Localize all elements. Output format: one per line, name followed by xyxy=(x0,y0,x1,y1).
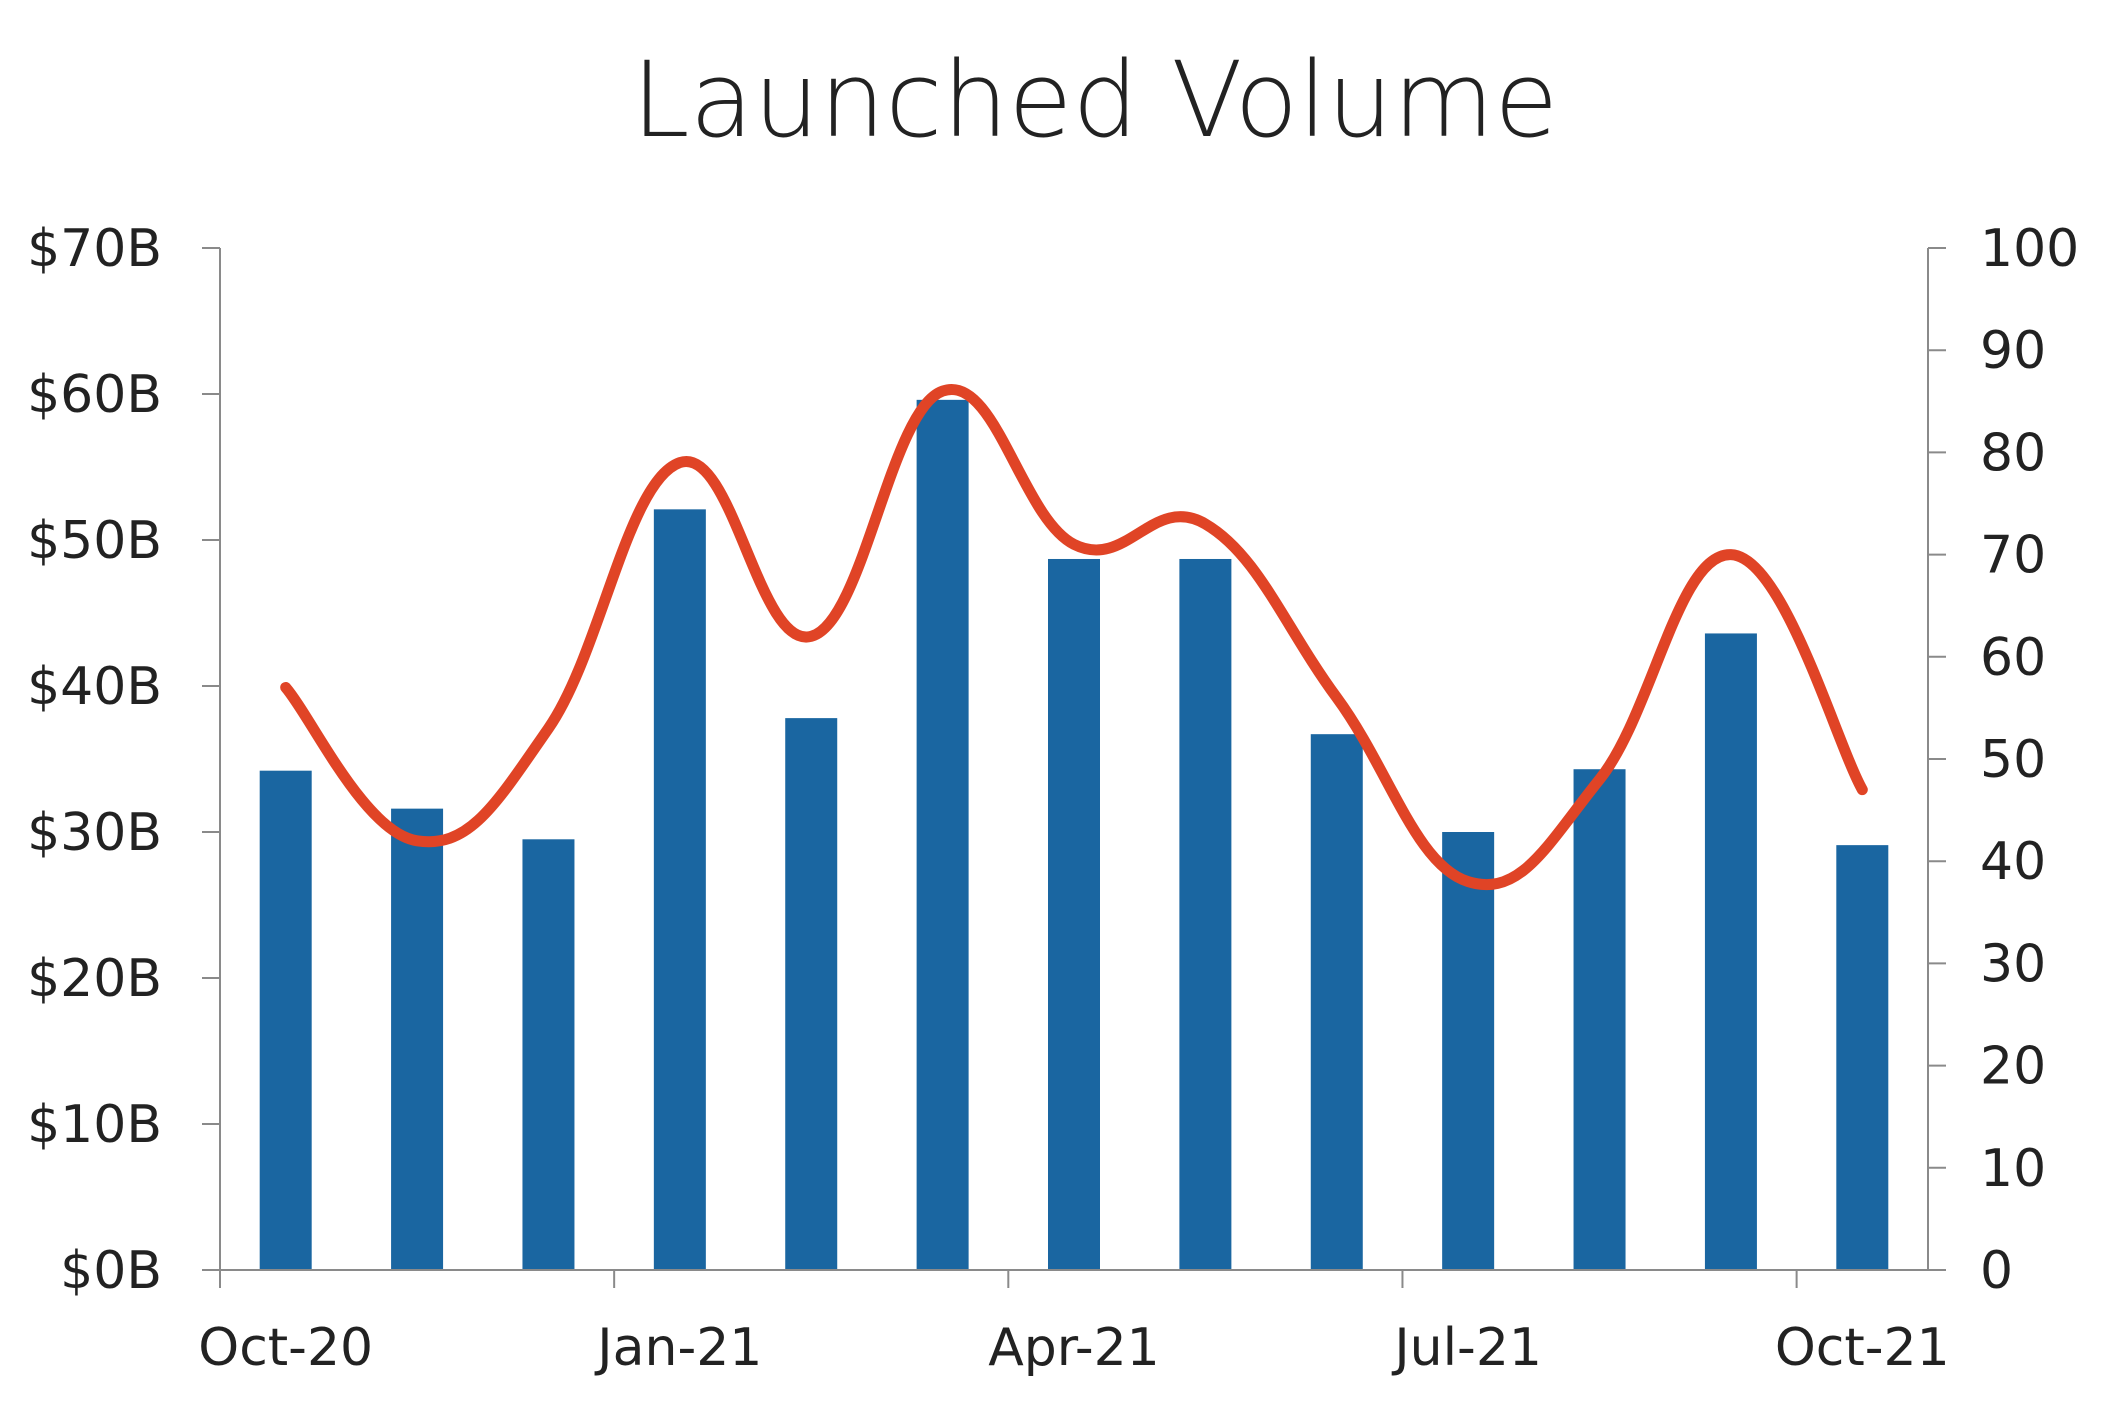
y-right-tick-label: 60 xyxy=(1980,628,2046,688)
bar-Jul-21 xyxy=(1442,832,1495,1270)
x-tick-label: Jul-21 xyxy=(1391,1318,1542,1378)
y-right-tick-label: 0 xyxy=(1980,1241,2013,1301)
y-left-tick-label: $50B xyxy=(27,511,162,571)
chart-title: Launched Volume xyxy=(632,39,1558,161)
y-right-tick-label: 10 xyxy=(1980,1139,2046,1199)
y-right-tick-label: 70 xyxy=(1980,526,2046,586)
y-right-tick-label: 100 xyxy=(1980,219,2079,279)
x-tick-label: Oct-20 xyxy=(198,1318,373,1378)
labels-layer: $0B $10B $20B $30B $40B $50B $60B $70B 0 10 20 30 40… xyxy=(27,219,2079,1378)
bar-Feb-21 xyxy=(785,718,838,1270)
y-left-tick-label: $60B xyxy=(27,365,162,425)
bar-Jun-21 xyxy=(1310,734,1363,1270)
y-right-tick-label: 20 xyxy=(1980,1037,2046,1097)
bar-Oct-21 xyxy=(1836,845,1889,1270)
y-left-tick-label: $70B xyxy=(27,219,162,279)
y-left-tick-label: $40B xyxy=(27,657,162,717)
y-left-tick-label: $20B xyxy=(27,949,162,1009)
bar-Oct-20 xyxy=(259,770,312,1270)
y-left-tick-label: $10B xyxy=(27,1095,162,1155)
axes-layer xyxy=(202,247,1946,1288)
bar-Sep-21 xyxy=(1704,633,1757,1270)
bar-Jan-21 xyxy=(653,509,706,1271)
x-tick-label: Jan-21 xyxy=(594,1318,762,1378)
series-line xyxy=(280,384,1868,891)
bar-Dec-20 xyxy=(522,839,575,1270)
y-right-tick-label: 50 xyxy=(1980,730,2046,790)
bars-layer xyxy=(259,399,1889,1271)
bar-May-21 xyxy=(1179,558,1232,1270)
bar-Nov-20 xyxy=(391,808,444,1270)
y-left-tick-label: $30B xyxy=(27,803,162,863)
bar-Aug-21 xyxy=(1573,769,1626,1270)
line-layer xyxy=(280,384,1868,891)
y-right-tick-label: 40 xyxy=(1980,832,2046,892)
bar-Apr-21 xyxy=(1048,558,1100,1270)
x-tick-label: Oct-21 xyxy=(1775,1318,1950,1378)
y-left-tick-label: $0B xyxy=(60,1241,162,1301)
y-right-tick-label: 80 xyxy=(1980,423,2046,483)
x-tick-label: Apr-21 xyxy=(988,1318,1160,1378)
y-right-tick-label: 90 xyxy=(1980,321,2046,381)
y-right-tick-label: 30 xyxy=(1980,934,2046,994)
bar-Mar-21 xyxy=(916,399,969,1271)
